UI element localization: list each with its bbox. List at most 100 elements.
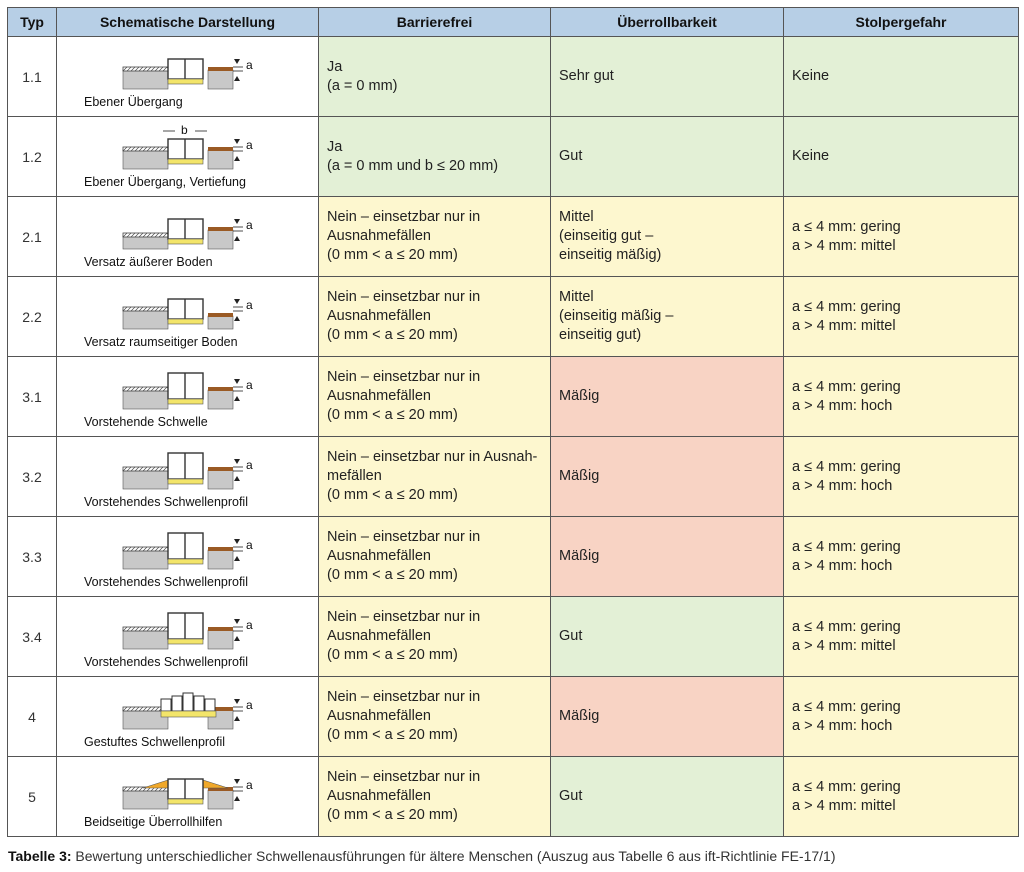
cell-schematic: a Vorstehendes Schwellenprofil [56,436,319,517]
diagram-caption: Versatz äußerer Boden [84,254,213,269]
cell-line: a ≤ 4 mm: gering [792,218,901,235]
cell-schematic: a Beidseitige Überrollhilfen [56,756,319,837]
table-wrapper: Typ Schematische Darstellung Barrierefre… [7,7,1019,837]
cell-line: a ≤ 4 mm: gering [792,298,901,315]
cell-barrierefrei: Nein – einsetzbar nur in Ausnahmefällen (0… [318,356,551,437]
table-row: 3.1 a Vorstehende Schwelle Nein – einsetzba… [7,356,1019,437]
svg-text:a: a [246,458,253,472]
cell-line: Sehr gut [559,68,614,84]
cell-schematic: a Versatz äußerer Boden [56,196,319,277]
cell-line: Nein – einsetzbar nur in [327,529,481,545]
cell-stolpergefahr: a ≤ 4 mm: gering a > 4 mm: hoch [783,436,1019,517]
cell-stolpergefahr: a ≤ 4 mm: gering a > 4 mm: mittel [783,756,1019,837]
cell-barrierefrei: Nein – einsetzbar nur in Ausnahmefällen (0… [318,756,551,837]
cell-typ: 2.1 [7,196,57,277]
threshold-diagram: a [57,525,318,575]
table-body: 1.1 a Ebener Übergang Ja (a = 0 mm) Sehr gut K… [7,36,1019,837]
table-row: 2.2 a Versatz raumseitiger Boden Nein – ein… [7,276,1019,357]
cell-stolpergefahr: a ≤ 4 mm: gering a > 4 mm: mittel [783,196,1019,277]
cell-line: (0 mm < a ≤ 20 mm) [327,247,458,263]
cell-line: a > 4 mm: hoch [792,557,893,574]
cell-line: Gut [559,628,583,644]
svg-text:b: b [181,125,188,137]
cell-line: Mäßig [559,708,600,724]
header-typ: Typ [7,7,57,37]
header-ueberrollbarkeit: Überrollbarkeit [550,7,784,37]
cell-line: Mäßig [559,548,600,564]
diagram-caption: Vorstehendes Schwellenprofil [84,574,248,589]
cell-line: a ≤ 4 mm: gering [792,698,901,715]
diagram-caption: Beidseitige Überrollhilfen [84,814,223,829]
diagram-caption: Vorstehendes Schwellenprofil [84,494,248,509]
header-schematic: Schematische Darstellung [56,7,319,37]
cell-typ: 1.1 [7,36,57,117]
cell-line: Ja [327,58,343,75]
table-row: 3.2 a Vorstehendes Schwellenprofil Nein – e… [7,436,1019,517]
cell-typ: 3.2 [7,436,57,517]
svg-text:a: a [246,618,253,632]
svg-text:a: a [246,698,253,712]
diagram-caption: Versatz raumseitiger Boden [84,334,238,349]
cell-line: Mäßig [559,388,600,404]
cell-line: (0 mm < a ≤ 20 mm) [327,807,458,823]
cell-line: (0 mm < a ≤ 20 mm) [327,727,458,743]
cell-line: (0 mm < a ≤ 20 mm) [327,487,458,503]
cell-line: Nein – einsetzbar nur in [327,209,481,225]
table-caption: Tabelle 3: Bewertung unterschiedlicher S… [8,848,835,864]
cell-line: a > 4 mm: mittel [792,317,896,334]
cell-schematic: a Vorstehende Schwelle [56,356,319,437]
threshold-diagram: a [57,605,318,655]
svg-text:a: a [246,778,253,792]
threshold-diagram: a [57,205,318,255]
cell-line: a ≤ 4 mm: gering [792,618,901,635]
cell-line: (0 mm < a ≤ 20 mm) [327,407,458,423]
table-row: 4 a Gestuftes Schwellenprofil Nein – einset… [7,676,1019,757]
cell-line: (a = 0 mm und b ≤ 20 mm) [327,157,499,174]
cell-ueberrollbarkeit: Gut [550,756,784,837]
cell-line: a > 4 mm: hoch [792,397,893,414]
cell-line: a ≤ 4 mm: gering [792,458,901,475]
svg-text:a: a [246,218,253,232]
cell-line: mefällen [327,468,382,484]
svg-text:a: a [246,378,253,392]
cell-line: Ja [327,138,343,155]
cell-ueberrollbarkeit: Gut [550,596,784,677]
diagram-caption: Ebener Übergang, Vertiefung [84,174,246,189]
svg-text:a: a [246,58,253,72]
cell-schematic: a Vorstehendes Schwellenprofil [56,516,319,597]
cell-line: (einseitig mäßig – [559,308,674,324]
diagram-caption: Ebener Übergang [84,94,183,109]
cell-line: a > 4 mm: hoch [792,717,893,734]
cell-schematic: a Versatz raumseitiger Boden [56,276,319,357]
cell-barrierefrei: Ja (a = 0 mm und b ≤ 20 mm) [318,116,551,197]
cell-line: a > 4 mm: mittel [792,637,896,654]
cell-line: Nein – einsetzbar nur in [327,369,481,385]
cell-barrierefrei: Nein – einsetzbar nur in Ausnahmefällen (0… [318,676,551,757]
table-row: 1.2 a b Ebener Übergang, Vertiefung Ja (a = 0… [7,116,1019,197]
svg-text:a: a [246,538,253,552]
threshold-table: Typ Schematische Darstellung Barrierefre… [7,7,1019,837]
diagram-caption: Gestuftes Schwellenprofil [84,734,226,749]
cell-barrierefrei: Nein – einsetzbar nur in Ausnahmefällen (0… [318,196,551,277]
cell-ueberrollbarkeit: Sehr gut [550,36,784,117]
cell-line: Nein – einsetzbar nur in Ausnah- [327,449,538,465]
cell-barrierefrei: Nein – einsetzbar nur in Ausnahmefällen (0… [318,276,551,357]
cell-line: Ausnahmefällen [327,228,431,244]
diagram-caption: Vorstehende Schwelle [84,414,208,429]
cell-barrierefrei: Ja (a = 0 mm) [318,36,551,117]
cell-stolpergefahr: a ≤ 4 mm: gering a > 4 mm: hoch [783,676,1019,757]
cell-schematic: a Ebener Übergang [56,36,319,117]
cell-line: a > 4 mm: mittel [792,237,896,254]
table-row: 5 a Beidseitige Überrollhilfen Nein – einse… [7,756,1019,837]
cell-line: a ≤ 4 mm: gering [792,378,901,395]
table-row: 2.1 a Versatz äußerer Boden Nein – einsetzb… [7,196,1019,277]
cell-line: einseitig mäßig) [559,247,662,263]
cell-line: Ausnahmefällen [327,388,431,404]
cell-typ: 3.3 [7,516,57,597]
cell-ueberrollbarkeit: Mäßig [550,436,784,517]
cell-line: einseitig gut) [559,327,642,343]
cell-barrierefrei: Nein – einsetzbar nur in Ausnahmefällen (0… [318,596,551,677]
cell-line: Gut [559,148,583,164]
cell-line: Mittel [559,289,594,305]
cell-stolpergefahr: Keine [783,36,1019,117]
